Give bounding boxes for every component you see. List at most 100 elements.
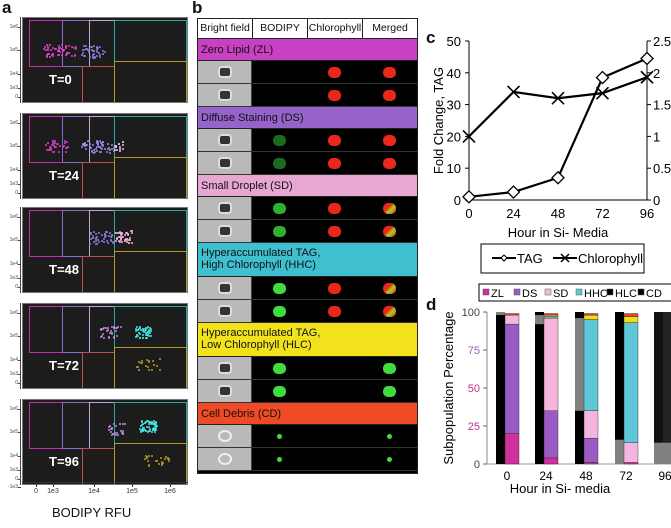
event-dot (140, 420, 143, 423)
event-dot (148, 465, 151, 468)
event-dot (155, 365, 158, 368)
x-tick-label: 0 (34, 488, 38, 495)
event-dot (140, 425, 143, 428)
time-label: T=0 (49, 72, 72, 87)
event-dot (155, 421, 158, 424)
event-dot (162, 462, 165, 465)
event-dot (108, 232, 111, 235)
event-dot (91, 149, 94, 152)
bar-segment-cd (504, 313, 520, 316)
bar-segment-black (535, 312, 544, 464)
event-dot (96, 49, 99, 52)
y-tick-label: 25 (468, 421, 480, 433)
event-dot (107, 336, 110, 339)
series-line-tag (468, 57, 648, 198)
brightfield-image (198, 84, 252, 106)
event-dot (147, 454, 150, 457)
legend-swatch-cd (637, 288, 645, 296)
event-dot (138, 326, 141, 329)
x-tick (94, 482, 95, 487)
event-dot (116, 327, 119, 330)
merged-image (362, 448, 417, 470)
event-dot (143, 429, 146, 432)
event-dot (105, 239, 108, 242)
merged-image (362, 357, 417, 379)
bodipy-image (252, 61, 307, 83)
event-dot (107, 148, 110, 151)
x-tick-label: 1e3 (47, 488, 59, 495)
event-dot (119, 422, 122, 425)
x-tick-label: 1e4 (88, 488, 100, 495)
event-dot (101, 49, 104, 52)
event-dot (108, 425, 111, 428)
event-dot (81, 53, 84, 56)
event-dot (81, 145, 84, 148)
category-header: Cell Debris (CD) (198, 403, 417, 425)
event-dot (45, 144, 48, 147)
legend-swatch-ds (513, 288, 521, 296)
event-dot (63, 144, 66, 147)
y-tick-label: 1e5 (9, 237, 18, 243)
category-header: Zero Lipid (ZL) (198, 39, 417, 61)
panel-b-body: Zero Lipid (ZL) Diffuse Staining (DS) Smal… (198, 39, 417, 471)
category-label-line1: Hyperaccumulated TAG, (201, 247, 321, 259)
bar-segment-grey (663, 442, 671, 464)
bar-segment-black (663, 312, 671, 464)
event-dot (96, 235, 99, 238)
event-dot (91, 49, 94, 52)
merged-image (362, 220, 417, 242)
event-dot (147, 325, 150, 328)
x-tick-label: 96 (640, 206, 654, 221)
event-dot (118, 150, 121, 153)
event-dot (58, 54, 61, 57)
event-dot (58, 151, 61, 154)
event-dot (119, 234, 122, 237)
event-dot (46, 49, 49, 52)
event-dot (153, 364, 156, 367)
event-dot (98, 232, 101, 235)
event-dot (106, 328, 109, 331)
legend-box (480, 243, 645, 274)
event-dot (92, 231, 95, 234)
event-dot (147, 422, 150, 425)
y-tick-label: 0 (15, 476, 18, 482)
event-dot (114, 145, 117, 148)
event-dot (50, 53, 53, 56)
brightfield-image (198, 152, 252, 174)
event-dot (145, 429, 148, 432)
event-dot (96, 142, 99, 145)
gate-zl (29, 402, 63, 449)
event-dot (141, 426, 144, 429)
event-dot (45, 55, 48, 58)
event-dot (121, 140, 124, 143)
event-dot (111, 427, 114, 430)
event-dot (48, 53, 51, 56)
gate-ds (62, 306, 90, 353)
facs-y-axis: 1e6 1e5 1e4 1e3 0 (0, 303, 21, 389)
event-dot (103, 51, 106, 54)
event-dot (101, 240, 104, 243)
event-dot (100, 150, 103, 153)
event-dot (153, 420, 156, 423)
event-dot (53, 140, 56, 143)
merged-image (362, 152, 417, 174)
event-dot (65, 141, 68, 144)
event-dot (167, 459, 170, 462)
panel-b-header: Bright field BODIPY Chlorophyll Merged (198, 19, 417, 39)
event-dot (111, 240, 114, 243)
facs-y-axis: 1e6 1e5 1e4 1e3 0 (0, 113, 21, 199)
y-tick-label: 1e5 (9, 333, 18, 339)
event-dot (129, 239, 132, 242)
event-dot (98, 146, 101, 149)
cell-image-row (198, 425, 417, 448)
gate-hlc (114, 251, 187, 292)
x-axis-label: Hour in Si- Media (508, 225, 609, 240)
event-dot (67, 45, 70, 48)
y-axis-label: Subpopulation Percentage (441, 311, 456, 464)
legend-label-zl: ZL (491, 288, 504, 300)
event-dot (145, 358, 148, 361)
event-dot (96, 46, 99, 49)
chlorophyll-image (307, 425, 362, 447)
event-dot (116, 232, 119, 235)
time-label: T=96 (49, 454, 79, 469)
